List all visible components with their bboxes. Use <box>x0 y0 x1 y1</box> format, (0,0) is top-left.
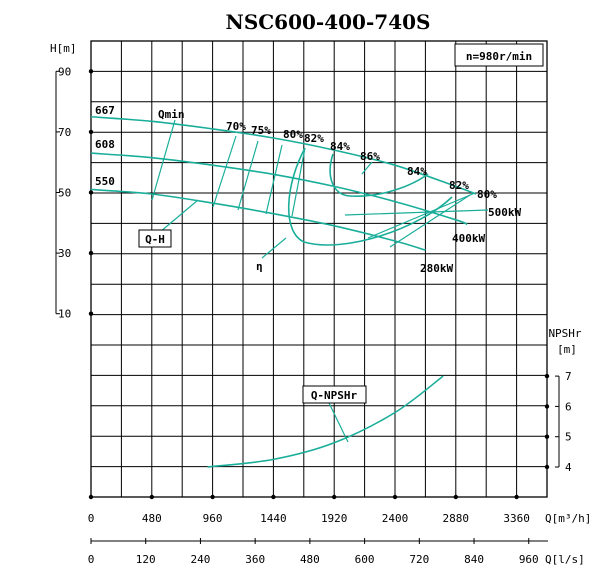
npsh-tick-label: 5 <box>565 431 572 444</box>
npsh-label: Q-NPSHr <box>311 389 358 402</box>
efficiency-isoline <box>265 144 283 215</box>
efficiency-isoline <box>237 140 259 211</box>
speed-note: n=980r/min <box>466 50 532 63</box>
efficiency-isoline <box>212 135 237 208</box>
ql-tick-label: 720 <box>409 553 429 566</box>
power-label: 280kW <box>420 262 453 275</box>
axis-dot <box>453 494 458 500</box>
axis-dot <box>88 311 94 316</box>
h-tick-label: 70 <box>58 126 71 139</box>
axis-dot <box>392 494 398 500</box>
axis-dot <box>88 129 94 135</box>
efficiency-label: 70% <box>226 120 246 133</box>
axis-dot <box>88 190 94 195</box>
q-tick-label: 3360 <box>503 512 530 525</box>
eff86-leader <box>361 161 373 175</box>
h-axis-label: H[m] <box>50 42 77 55</box>
axis-dot <box>544 434 550 439</box>
grid <box>88 40 550 500</box>
eta-leader <box>261 237 287 259</box>
h-tick-label: 30 <box>58 247 71 260</box>
efficiency-loop-86 <box>329 153 429 197</box>
h-tick-label: 50 <box>58 187 71 200</box>
q-tick-label: 2880 <box>443 512 470 525</box>
q-axis-label: Q[m³/h] <box>545 512 591 525</box>
qh-label: Q-H <box>145 233 165 246</box>
ql-tick-label: 0 <box>88 553 95 566</box>
diameter-label: 550 <box>95 175 115 188</box>
axis-dot <box>88 69 94 74</box>
efficiency-loop-82 <box>287 147 453 246</box>
axis-dot <box>271 494 276 500</box>
qmin-leader <box>151 119 176 201</box>
ql-tick-label: 120 <box>136 553 156 566</box>
axis-dot <box>332 494 337 500</box>
speed-note-box <box>454 43 544 67</box>
chart-title: NSC600-400-740S <box>226 10 431 34</box>
ql-tick-label: 840 <box>464 553 484 566</box>
ql-tick-label: 600 <box>355 553 375 566</box>
axis-dot <box>88 494 94 500</box>
efficiency-label: 80% <box>283 128 303 141</box>
curves <box>90 115 489 468</box>
q-tick-label: 480 <box>142 512 162 525</box>
power-label: 400kW <box>452 232 485 245</box>
npsh-label-box <box>302 385 367 404</box>
eta-label: η <box>256 260 263 273</box>
efficiency-label: 86% <box>360 150 380 163</box>
efficiency-label: 82% <box>304 132 324 145</box>
npsh-tick-label: 4 <box>565 461 572 474</box>
power-curve-400 <box>367 192 476 239</box>
axis-dot <box>88 250 94 256</box>
qh-leader <box>159 199 199 233</box>
ql-tick-label: 480 <box>300 553 320 566</box>
power-curve-280 <box>389 194 471 248</box>
npsh-tick-label: 7 <box>565 370 572 383</box>
efficiency-label: 75% <box>251 124 271 137</box>
npsh-leader <box>327 400 349 443</box>
ql-tick-label: 960 <box>519 553 539 566</box>
q-h-curve-0 <box>90 115 477 195</box>
npsh-axis-label: NPSHr <box>548 327 581 340</box>
q-tick-label: 1920 <box>321 512 348 525</box>
power-label: 500kW <box>488 206 521 219</box>
npsh-tick-label: 6 <box>565 400 572 413</box>
q-h-curve-2 <box>90 188 426 251</box>
plot-frame <box>90 40 548 498</box>
axis-dot <box>544 404 550 409</box>
axis-dot <box>544 464 550 470</box>
diameter-label: 608 <box>95 138 115 151</box>
diameter-label: 667 <box>95 104 115 117</box>
qmin-label: Qmin <box>158 108 185 121</box>
q-tick-label: 0 <box>88 512 95 525</box>
ql-tick-label: 240 <box>191 553 211 566</box>
axes: H[m] 90 70 50 30 10 NPSHr [m] 7 6 5 4 0 480 960 1440 192… <box>50 42 591 566</box>
efficiency-label: 82% <box>449 179 469 192</box>
qh-label-box <box>138 229 172 248</box>
h-tick-label: 10 <box>58 308 71 321</box>
efficiency-label: 80% <box>477 188 497 201</box>
efficiency-label: 84% <box>407 165 427 178</box>
axis-dot <box>544 373 550 379</box>
efficiency-isoline <box>291 147 306 217</box>
axis-dot <box>210 494 215 500</box>
q-tick-label: 960 <box>203 512 223 525</box>
power-curve-500 <box>344 209 489 216</box>
axis-dot <box>514 494 519 500</box>
efficiency-label: 84% <box>330 140 350 153</box>
ql-tick-label: 360 <box>245 553 265 566</box>
npsh-axis-unit: [m] <box>557 343 577 356</box>
ql-axis-label: Q[l/s] <box>545 553 585 566</box>
h-tick-label: 90 <box>58 65 71 78</box>
axis-dot <box>149 494 154 500</box>
q-npshr-curve <box>207 375 444 468</box>
q-tick-label: 2400 <box>382 512 409 525</box>
q-h-curve-1 <box>90 152 468 226</box>
q-tick-label: 1440 <box>260 512 287 525</box>
